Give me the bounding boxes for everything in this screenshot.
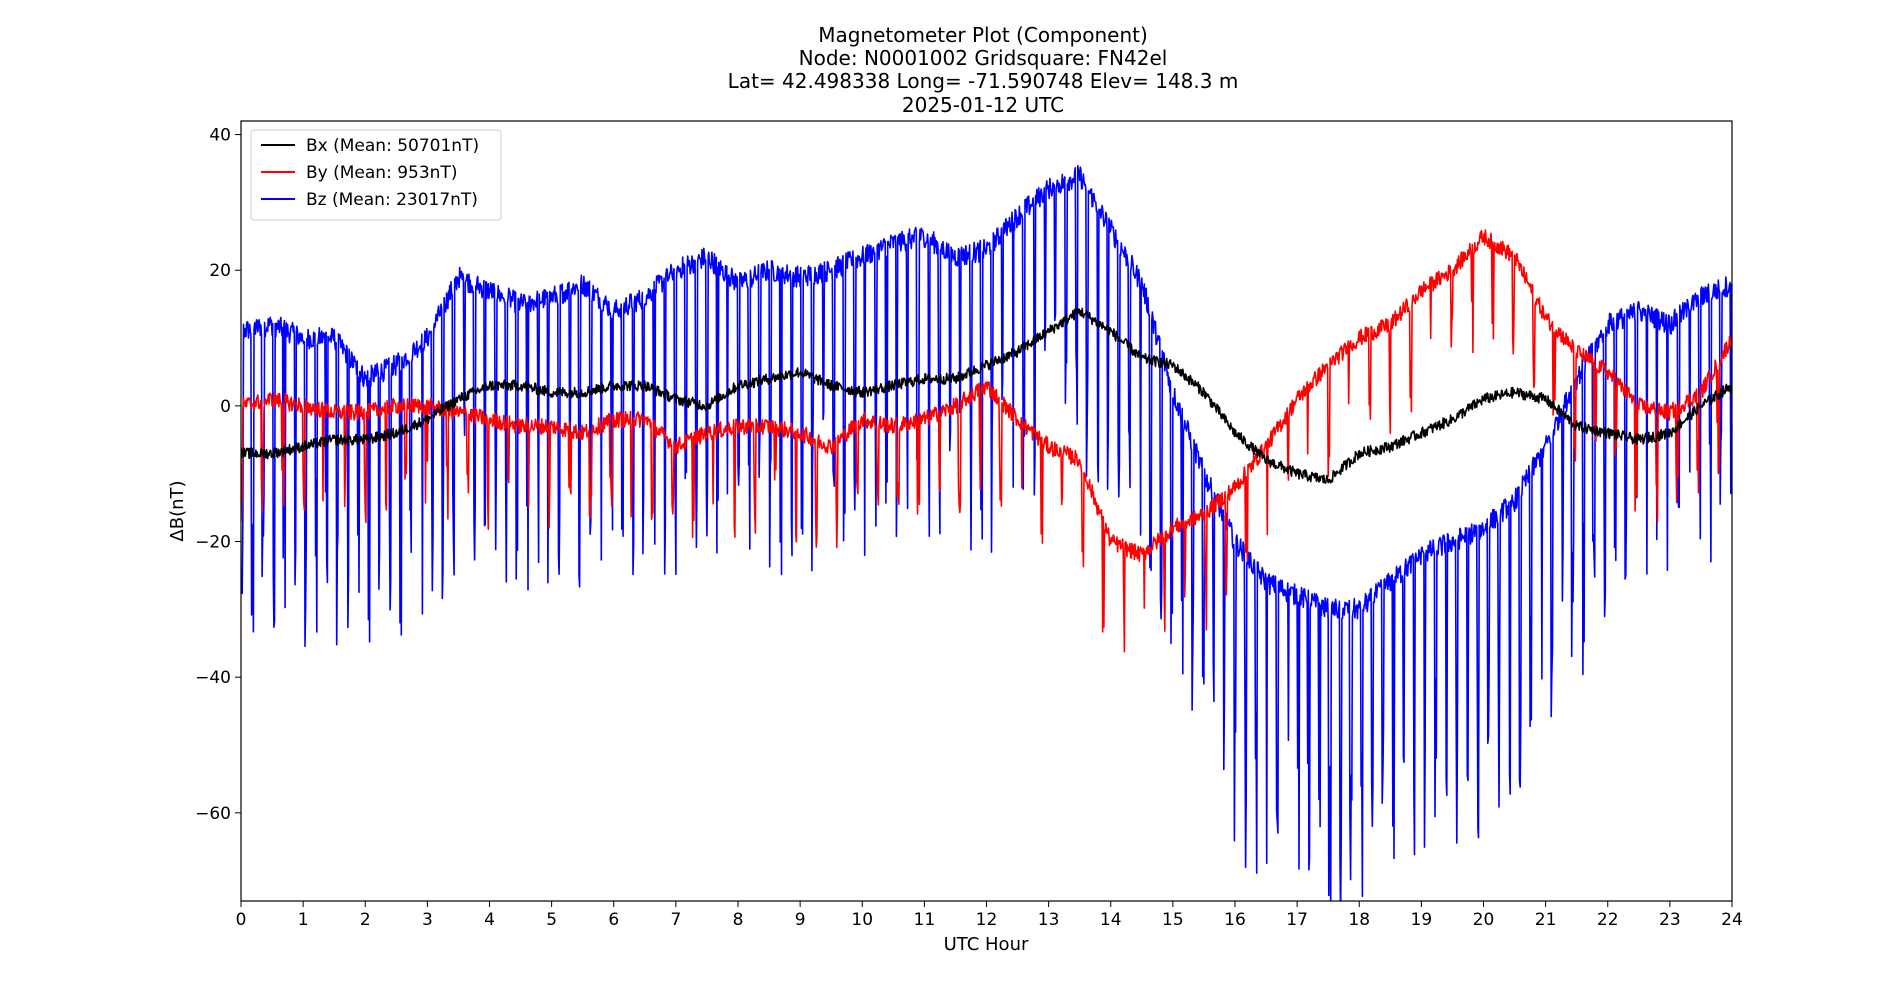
title-line: 2025-01-12 UTC	[902, 93, 1064, 117]
legend: Bx (Mean: 50701nT) By (Mean: 953nT) Bz (Me…	[250, 129, 502, 221]
title-line: Node: N0001002 Gridsquare: FN42el	[799, 46, 1168, 70]
series-line	[241, 164, 1732, 901]
y-tick-label: −20	[195, 533, 231, 553]
x-tick-label: 5	[546, 910, 557, 930]
x-tick-label: 2	[360, 910, 371, 930]
title-line: Lat= 42.498338 Long= -71.590748 Elev= 14…	[728, 69, 1239, 93]
series-layer	[241, 164, 1732, 901]
y-tick-label: −60	[195, 804, 231, 824]
x-tick-label: 1	[298, 910, 309, 930]
series-line	[241, 229, 1732, 653]
x-tick-label: 6	[608, 910, 619, 930]
y-tick-label: −40	[195, 668, 231, 688]
x-tick-label: 24	[1721, 910, 1743, 930]
x-tick-label: 21	[1535, 910, 1557, 930]
x-tick-label: 12	[976, 910, 998, 930]
x-tick-label: 22	[1597, 910, 1619, 930]
x-tick-label: 20	[1473, 910, 1495, 930]
x-tick-label: 4	[484, 910, 495, 930]
x-tick-label: 23	[1659, 910, 1681, 930]
y-tick-label: 20	[209, 261, 231, 281]
x-tick-label: 14	[1100, 910, 1122, 930]
x-tick-label: 17	[1286, 910, 1308, 930]
y-tick-label: 0	[220, 397, 231, 417]
legend-entry: Bx (Mean: 50701nT)	[306, 136, 479, 156]
x-tick-label: 16	[1224, 910, 1246, 930]
x-axis-label: UTC Hour	[944, 934, 1029, 955]
title-line: Magnetometer Plot (Component)	[818, 23, 1148, 47]
x-tick-label: 11	[914, 910, 936, 930]
x-tick-label: 8	[733, 910, 744, 930]
x-tick-label: 19	[1411, 910, 1433, 930]
y-axis: 40 20 0 −20 −40 −60	[195, 126, 241, 824]
series-line	[241, 307, 1732, 484]
x-tick-label: 15	[1162, 910, 1184, 930]
legend-entry: By (Mean: 953nT)	[306, 163, 457, 183]
x-tick-label: 18	[1348, 910, 1370, 930]
x-tick-label: 13	[1038, 910, 1060, 930]
legend-entry: Bz (Mean: 23017nT)	[306, 190, 478, 210]
x-tick-label: 0	[236, 910, 247, 930]
x-tick-label: 9	[795, 910, 806, 930]
x-tick-label: 7	[670, 910, 681, 930]
y-axis-label: ΔB(nT)	[167, 480, 188, 541]
x-tick-label: 3	[422, 910, 433, 930]
legend-box	[250, 129, 502, 221]
x-axis: 0 1 2 3 4 5 6 7 8 9 10 11 12 13 14 15 16 17 18 19 20 21 22 23 24	[236, 901, 1743, 930]
x-tick-label: 10	[851, 910, 873, 930]
y-tick-label: 40	[209, 126, 231, 146]
chart-title: Magnetometer Plot (Component) Node: N000…	[728, 23, 1239, 117]
